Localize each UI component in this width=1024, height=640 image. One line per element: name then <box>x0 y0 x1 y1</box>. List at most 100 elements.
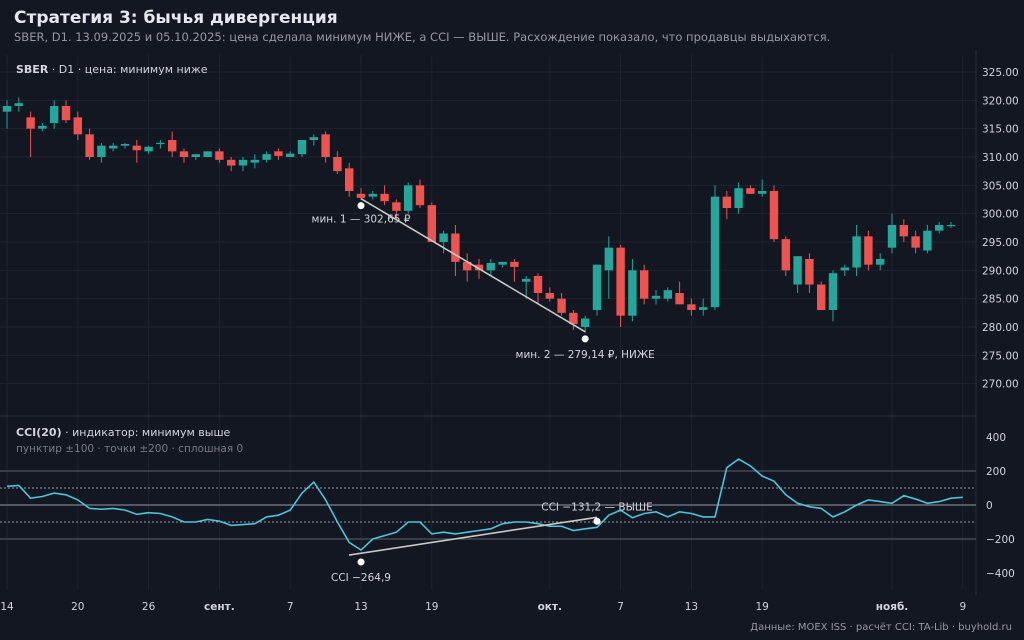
price-panel-label: SBER · D1 · цена: минимум ниже <box>16 63 208 76</box>
price-tick-label: 310.00 <box>982 152 1019 164</box>
cci-line <box>6 458 963 552</box>
candle-body <box>557 298 566 313</box>
x-tick-label: 13 <box>354 601 367 613</box>
price-low1-label: мин. 1 — 302,65 ₽ <box>312 214 411 226</box>
candle-body <box>333 157 342 172</box>
candle-body <box>663 290 672 299</box>
cci-panel-label: CCI(20) · индикатор: минимум выше <box>16 426 231 439</box>
x-tick-label: 7 <box>617 601 624 613</box>
candle-body <box>73 117 82 135</box>
candle-body <box>935 225 944 231</box>
candle-body <box>769 191 779 240</box>
candle-body <box>274 151 283 156</box>
candle-body <box>97 145 106 157</box>
candle-body <box>439 233 448 242</box>
price-tick-label: 290.00 <box>982 265 1019 277</box>
candle-body <box>805 259 814 285</box>
candle-body <box>569 312 578 325</box>
candle-body <box>321 134 330 157</box>
price-panel: мин. 1 — 302,65 ₽ мин. 2 — 279,14 ₽, НИЖЕ <box>2 97 956 361</box>
cci-tick-label: −400 <box>986 568 1015 580</box>
candle-body <box>911 236 920 248</box>
candle-body <box>675 293 684 305</box>
candle-body <box>899 225 908 237</box>
cci-low2-label: CCI −131,2 — ВЫШЕ <box>541 501 652 513</box>
footer-source: Данные: MOEX ISS · расчёт CCI: TA-Lib · … <box>750 622 1012 633</box>
candle-body <box>840 267 849 271</box>
candle-body <box>309 137 318 140</box>
chart-subtitle: SBER, D1. 13.09.2025 и 05.10.2025: цена … <box>14 30 831 44</box>
x-tick-label: 7 <box>287 601 294 613</box>
candle-body <box>168 140 177 152</box>
candle-body <box>26 117 35 129</box>
candle-body <box>356 193 366 198</box>
candle-body <box>203 151 212 157</box>
candle-body <box>132 145 141 151</box>
candle-body <box>781 239 790 271</box>
price-low1-marker <box>357 202 365 210</box>
candle-body <box>215 151 224 160</box>
candle-body <box>368 193 377 197</box>
cci-low1-label: CCI −264,9 <box>331 572 391 584</box>
price-tick-label: 325.00 <box>982 67 1019 79</box>
cci-tick-label: −200 <box>986 534 1015 546</box>
candle-body <box>61 106 71 121</box>
cci-low1-marker <box>357 558 365 566</box>
candle-body <box>734 188 743 208</box>
x-tick-label: 14 <box>0 601 14 613</box>
x-tick-label: 19 <box>756 601 769 613</box>
candle-body <box>404 185 413 211</box>
candle-body <box>592 264 602 310</box>
x-tick-label: 26 <box>142 601 156 613</box>
candle-body <box>345 168 354 191</box>
candle-body <box>864 236 873 265</box>
price-tick-label: 300.00 <box>982 209 1019 221</box>
candle-body <box>109 145 118 149</box>
candle-body <box>179 151 189 157</box>
x-tick-label: окт. <box>538 601 562 613</box>
candle-body <box>533 276 543 293</box>
candle-body <box>415 185 425 206</box>
candle-body <box>85 134 94 157</box>
candle-body <box>297 140 307 155</box>
price-tick-label: 275.00 <box>982 350 1019 362</box>
candle-body <box>498 261 507 265</box>
candle-body <box>120 143 130 146</box>
cci-panel: CCI −264,9 CCI −131,2 — ВЫШЕ <box>0 458 976 584</box>
candle-body <box>486 262 495 271</box>
candle-body <box>191 154 200 157</box>
price-tick-label: 280.00 <box>982 322 1019 334</box>
candle-body <box>746 188 755 194</box>
candle-body <box>156 142 165 145</box>
candle-body <box>852 236 861 268</box>
candle-body <box>946 225 956 227</box>
x-tick-label: сент. <box>204 601 235 613</box>
price-low2-marker <box>581 335 589 343</box>
candle-body <box>286 153 295 157</box>
x-tick-label: 20 <box>71 601 84 613</box>
candle-body <box>380 193 389 202</box>
candle-body <box>923 230 932 251</box>
candle-body <box>50 106 59 123</box>
candle-body <box>250 159 259 163</box>
candle-body <box>392 202 401 211</box>
candle-body <box>651 295 661 299</box>
price-divergence-line <box>360 197 586 333</box>
x-tick-label: 19 <box>425 601 438 613</box>
x-tick-label: 9 <box>959 601 966 613</box>
candle-body <box>227 159 236 166</box>
price-low2-label: мин. 2 — 279,14 ₽, НИЖЕ <box>516 349 655 361</box>
candle-body <box>722 196 731 208</box>
candle-body <box>710 196 720 308</box>
cci-tick-label: 200 <box>986 466 1006 478</box>
candle-body <box>817 284 826 310</box>
candle-body <box>144 146 153 152</box>
candle-body <box>828 273 838 310</box>
chart-title: Стратегия 3: бычья дивергенция <box>14 8 338 28</box>
candle-body <box>474 264 484 271</box>
price-tick-label: 315.00 <box>982 124 1019 136</box>
candle-body <box>2 106 12 112</box>
x-tick-label: 13 <box>685 601 698 613</box>
price-tick-label: 305.00 <box>982 180 1019 192</box>
